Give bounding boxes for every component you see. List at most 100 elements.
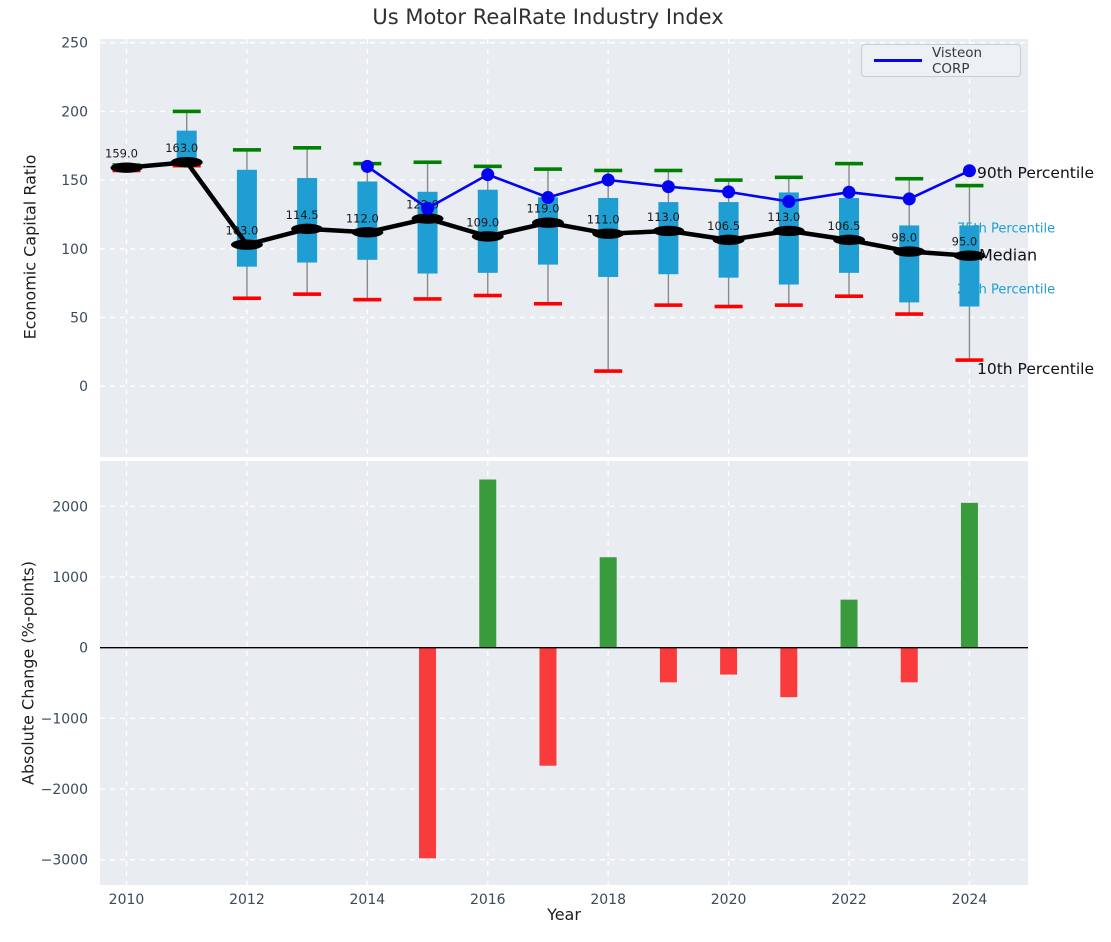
p10-cap-2019: [654, 303, 683, 307]
visteon-point-2018: [601, 173, 615, 187]
x-tick-label: 2016: [470, 892, 506, 908]
bottom-y-axis-label: Absolute Change (%-points): [18, 561, 38, 785]
bar-2016: [479, 479, 497, 648]
iqr-box-2011: [176, 130, 197, 165]
iqr-box-2019: [658, 202, 679, 275]
bottom-y-tick-label: −1000: [41, 711, 88, 727]
iqr-box-2014: [357, 181, 378, 260]
bar-2020: [720, 647, 738, 675]
median-marker-2013: [291, 223, 324, 235]
visteon-point-2019: [661, 180, 675, 194]
x-tick-label: 2010: [109, 892, 145, 908]
bottom-y-tick-label: 1000: [52, 570, 88, 586]
median-marker-2022: [833, 234, 866, 246]
median-value-label-2016: 109.0: [466, 215, 499, 229]
p90-cap-2022: [835, 161, 864, 166]
bar-2023: [900, 647, 918, 683]
p10-cap-2013: [293, 292, 322, 296]
median-marker-2012: [230, 239, 263, 250]
median-value-label-2013: 114.5: [286, 208, 319, 222]
x-tick-label: 2014: [350, 892, 386, 908]
bar-2015: [419, 647, 437, 859]
legend-line-sample: [874, 59, 922, 62]
bar-2018: [599, 557, 617, 648]
bottom-y-tick-label: −2000: [41, 782, 88, 798]
annotation-90th-percentile: 90th Percentile: [977, 164, 1095, 182]
median-marker-2021: [772, 225, 805, 237]
x-tick-label: 2012: [229, 892, 265, 908]
median-value-label-2021: 113.0: [767, 210, 800, 224]
p10-cap-2014: [353, 297, 382, 302]
visteon-point-2024: [962, 164, 976, 178]
p90-cap-2023: [895, 176, 924, 181]
annotation-25th-percentile: 25th Percentile: [957, 282, 1056, 298]
bar-2022: [840, 599, 858, 648]
p10-cap-2012: [232, 296, 261, 301]
bottom-y-tick-label: 2000: [52, 499, 88, 515]
p90-cap-2019: [654, 168, 683, 173]
p10-cap-2024: [955, 358, 984, 362]
median-value-label-2017: 119.0: [527, 202, 560, 216]
median-value-label-2024: 95.0: [952, 235, 978, 249]
p10-cap-2023: [895, 312, 924, 316]
top-y-tick-label: 200: [61, 104, 88, 120]
legend: Visteon CORP: [861, 44, 1021, 77]
p10-cap-2020: [714, 304, 743, 309]
bottom-y-tick-label: 0: [79, 641, 88, 657]
median-marker-2024: [953, 250, 986, 261]
top-y-axis-label: Economic Capital Ratio: [20, 154, 40, 340]
p90-cap-2021: [774, 175, 803, 180]
p10-cap-2018: [594, 369, 623, 373]
iqr-box-2023: [899, 225, 920, 303]
visteon-point-2020: [722, 185, 736, 199]
x-tick-label: 2022: [831, 892, 867, 908]
visteon-point-2021: [782, 195, 796, 209]
bar-2019: [659, 647, 677, 683]
visteon-point-2022: [842, 185, 856, 199]
p90-cap-2011: [172, 109, 201, 114]
bottom-y-tick-label: −3000: [41, 853, 88, 869]
median-value-label-2010: 159.0: [105, 147, 138, 161]
bar-2017: [539, 647, 557, 766]
annotation-10th-percentile: 10th Percentile: [977, 360, 1095, 378]
visteon-point-2016: [481, 168, 495, 182]
bar-2024: [960, 502, 978, 648]
p90-cap-2024: [955, 183, 984, 188]
x-tick-label: 2024: [952, 892, 988, 908]
p10-cap-2021: [774, 303, 803, 307]
x-tick-label: 2018: [590, 892, 626, 908]
x-axis-label: Year: [547, 905, 581, 924]
median-marker-2019: [652, 225, 685, 237]
p10-cap-2015: [413, 297, 442, 301]
visteon-point-2014: [360, 159, 374, 173]
p90-cap-2017: [533, 167, 562, 171]
chart-title: Us Motor RealRate Industry Index: [372, 5, 724, 29]
median-value-label-2012: 103.0: [225, 224, 258, 238]
annotation-75th-percentile: 75th Percentile: [957, 221, 1056, 237]
p90-cap-2016: [473, 164, 502, 169]
bar-2021: [780, 647, 798, 698]
median-marker-2011: [170, 157, 203, 168]
p10-cap-2016: [473, 293, 502, 298]
median-marker-2017: [531, 217, 564, 228]
x-tick-label: 2020: [711, 892, 747, 908]
iqr-box-2017: [537, 197, 558, 265]
p10-cap-2022: [835, 294, 864, 299]
median-value-label-2018: 111.0: [587, 213, 620, 227]
bottom-plot-background: [100, 461, 1028, 885]
p10-cap-2017: [533, 301, 562, 306]
top-y-tick-label: 150: [61, 173, 88, 189]
iqr-box-2012: [236, 169, 257, 267]
p90-cap-2012: [232, 148, 261, 152]
legend-label: Visteon CORP: [931, 44, 983, 77]
median-value-label-2011: 163.0: [165, 141, 198, 155]
median-marker-2018: [592, 228, 625, 239]
median-value-label-2014: 112.0: [346, 211, 379, 225]
median-marker-2014: [351, 227, 384, 238]
median-value-label-2020: 106.5: [707, 219, 740, 233]
iqr-box-2021: [778, 192, 799, 285]
median-marker-2015: [411, 213, 444, 224]
annotation-median: Median: [979, 245, 1038, 265]
